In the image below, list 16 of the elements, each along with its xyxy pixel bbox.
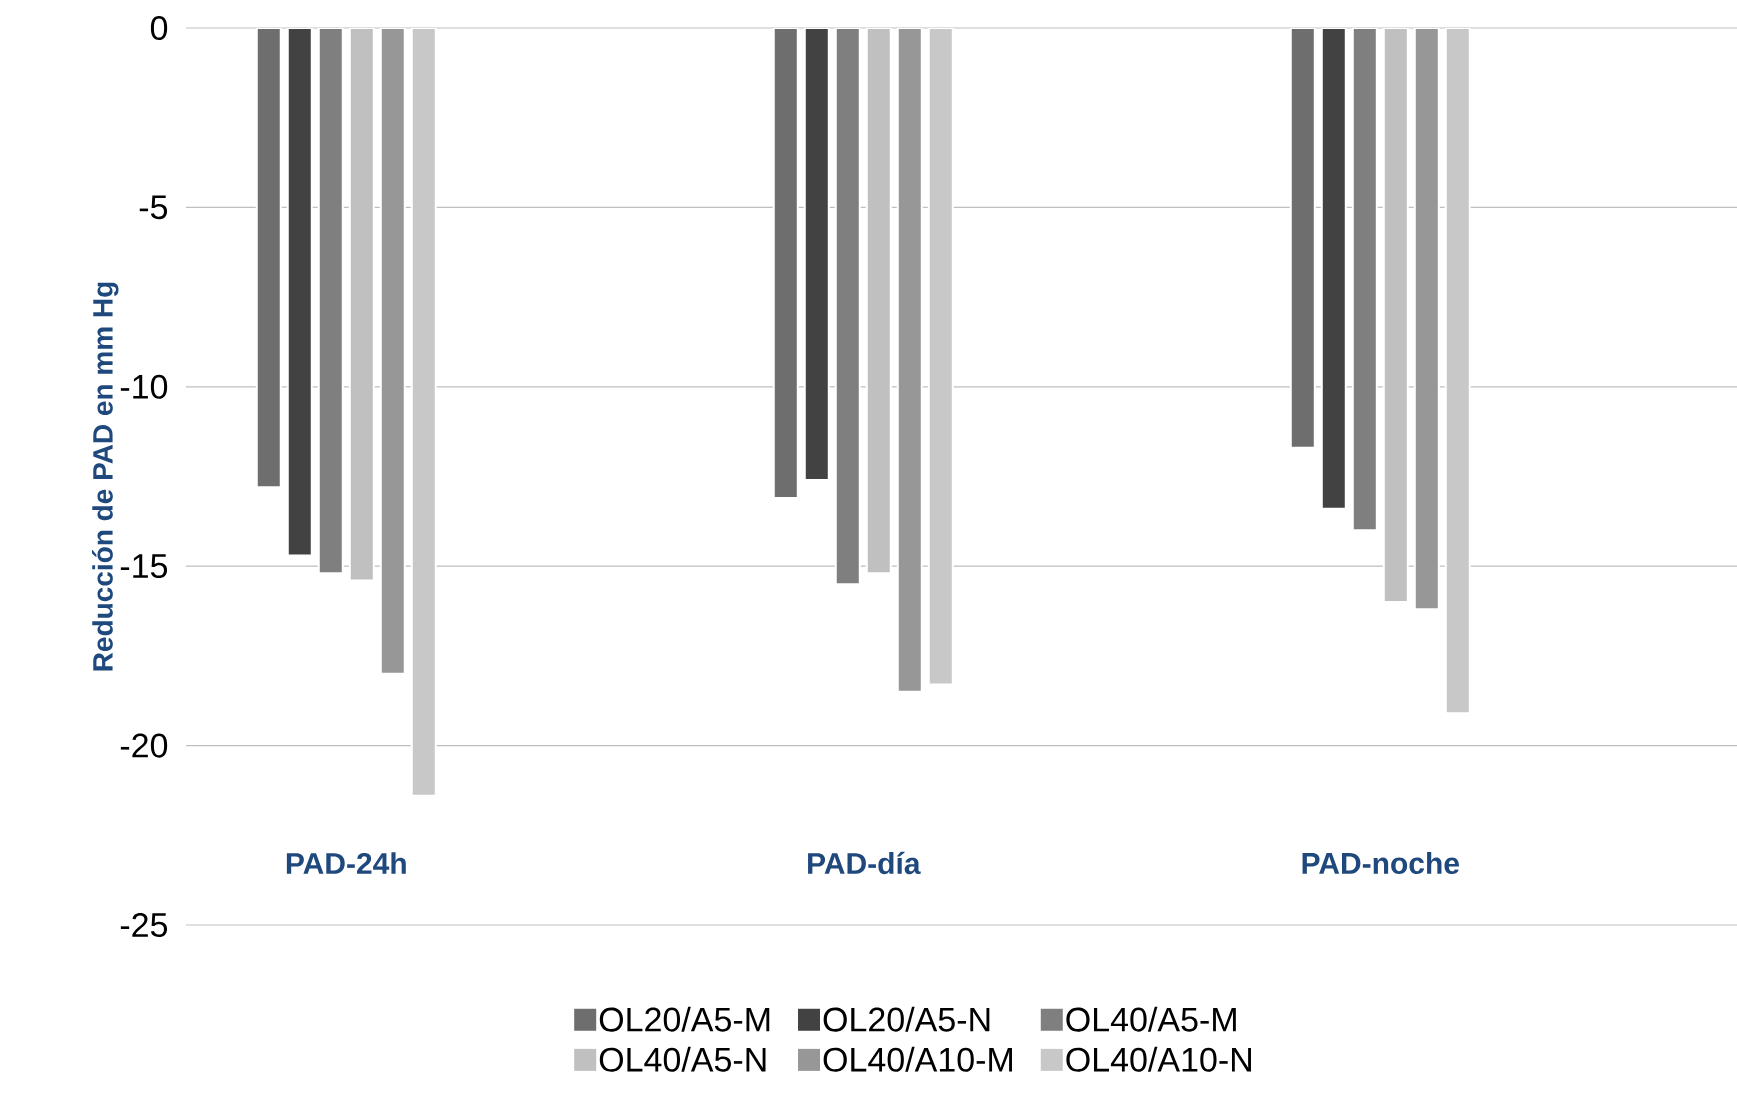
legend-label: OL20/A5-M bbox=[599, 1006, 770, 1032]
x-tick-label: PAD-noche bbox=[1302, 851, 1459, 875]
legend-label: OL40/A5-N bbox=[599, 1046, 766, 1072]
legend-label: OL40/A5-M bbox=[1066, 1006, 1236, 1032]
legend-label: OL20/A5-N bbox=[823, 1006, 990, 1032]
legend-label: OL40/A10-M bbox=[823, 1046, 1012, 1072]
y-tick-label: -5 bbox=[139, 195, 168, 220]
y-tick-label: 0 bbox=[150, 15, 168, 41]
y-tick-label: -10 bbox=[120, 374, 168, 399]
x-tick-label: PAD-día bbox=[808, 851, 921, 875]
y-axis-title: Reducción de PAD en mm Hg bbox=[92, 282, 119, 671]
x-tick-label: PAD-24h bbox=[286, 852, 406, 874]
y-tick-label: -15 bbox=[120, 554, 168, 579]
y-tick-label: -20 bbox=[120, 733, 168, 758]
y-tick-label: -25 bbox=[120, 912, 168, 938]
legend-label: OL40/A10-N bbox=[1066, 1046, 1251, 1072]
